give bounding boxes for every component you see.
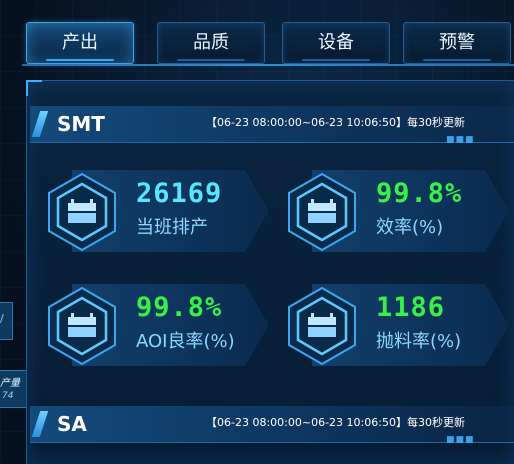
decor-dots: ■■■	[446, 435, 475, 445]
side-output-value: 74	[2, 391, 14, 401]
tab-equipment[interactable]: 设备	[282, 22, 390, 64]
metric-card-efficiency[interactable]: 99.8% 效率(%)	[282, 170, 508, 252]
tab-underline	[423, 59, 491, 61]
metric-aoi-yield-value: 99.8%	[136, 292, 223, 323]
tab-output-label: 产出	[62, 32, 98, 53]
tab-equipment-label: 设备	[318, 32, 354, 53]
metric-efficiency-value: 99.8%	[376, 178, 463, 209]
tab-output[interactable]: 产出	[26, 22, 134, 64]
smt-time-range: 【06-23 08:00:00~06-23 10:06:50】每30秒更新	[206, 116, 465, 129]
decor-dots: ■■■	[446, 135, 475, 145]
smt-section-title: SMT	[57, 112, 105, 136]
sa-section-header: SA 【06-23 08:00:00~06-23 10:06:50】每30秒更新…	[30, 406, 514, 445]
tab-warning[interactable]: 预警	[403, 22, 511, 64]
side-output-label: 产量	[0, 378, 20, 389]
tab-quality[interactable]: 品质	[157, 22, 265, 64]
tab-underline	[302, 59, 370, 61]
metric-card-aoi-yield[interactable]: 99.8% AOI良率(%)	[42, 284, 268, 366]
section-accent-icon	[31, 411, 49, 437]
tab-quality-label: 品质	[193, 32, 229, 53]
production-line-icon	[288, 286, 356, 366]
metric-scheduled-label: 当班排产	[136, 217, 208, 238]
production-line-icon	[48, 172, 116, 252]
tab-warning-label: 预警	[439, 32, 475, 53]
sa-section-title: SA	[57, 412, 87, 436]
metric-card-throw-rate[interactable]: 1186 抛料率(%)	[282, 284, 508, 366]
metric-efficiency-label: 效率(%)	[376, 217, 444, 238]
sa-time-range: 【06-23 08:00:00~06-23 10:06:50】每30秒更新	[206, 416, 465, 429]
metric-card-scheduled[interactable]: 26169 当班排产	[42, 170, 268, 252]
production-line-icon	[48, 286, 116, 366]
side-panel-stub[interactable]: /	[0, 302, 13, 340]
section-accent-icon	[31, 111, 49, 137]
smt-section-header: SMT 【06-23 08:00:00~06-23 10:06:50】每30秒更…	[30, 106, 514, 145]
tab-active-underline	[46, 59, 114, 61]
metric-throw-rate-label: 抛料率(%)	[376, 331, 462, 352]
output-panel	[26, 80, 514, 464]
metric-scheduled-value: 26169	[136, 178, 223, 209]
metric-throw-rate-value: 1186	[376, 292, 446, 323]
side-panel-stub-text: /	[0, 312, 4, 325]
tab-divider	[22, 64, 514, 66]
side-output-stub[interactable]: 产量 74	[0, 370, 27, 408]
tab-underline	[177, 59, 245, 61]
production-line-icon	[288, 172, 356, 252]
metric-aoi-yield-label: AOI良率(%)	[136, 331, 235, 352]
